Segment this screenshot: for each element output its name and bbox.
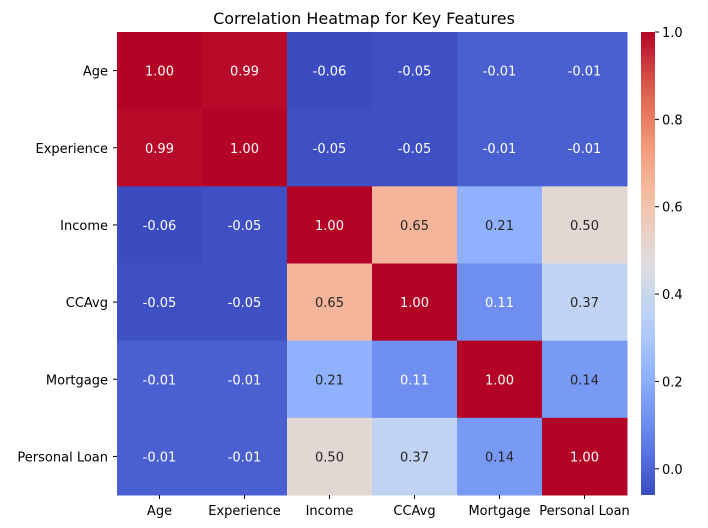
heatmap-cell	[117, 32, 203, 110]
x-tick-label: Experience	[208, 504, 281, 519]
cell-value-label: -0.01	[143, 450, 177, 465]
y-tick-label: Age	[83, 65, 108, 80]
heatmap-cell	[457, 109, 543, 187]
colorbar-tick-label: 0.4	[662, 288, 683, 303]
heatmap-cell	[117, 340, 203, 419]
cell-value-label: 1.00	[570, 450, 599, 465]
cell-value-label: 1.00	[400, 296, 429, 311]
x-tick-label: Personal Loan	[539, 504, 630, 519]
heatmap-cells: 1.00 0.99 -0.06 -0.05 -0.01 -0.01 0.99 1.00 -0.0…	[117, 32, 628, 496]
heatmap-cell	[372, 109, 458, 187]
cell-value-label: -0.05	[398, 65, 432, 80]
cell-value-label: -0.01	[143, 373, 177, 388]
heatmap-cell	[202, 263, 288, 342]
cell-value-label: -0.01	[568, 142, 602, 157]
colorbar-tick-label: 0.0	[662, 463, 683, 478]
heatmap-cell	[287, 32, 373, 110]
colorbar-tick-label: 0.6	[662, 201, 683, 216]
x-axis-tick-labels: Age Experience Income CCAvg Mortgage Personal…	[147, 495, 630, 519]
cell-value-label: -0.01	[228, 373, 262, 388]
heatmap-cell	[542, 263, 628, 342]
cell-value-label: 0.37	[400, 450, 429, 465]
heatmap-cell	[372, 186, 458, 264]
heatmap-cell	[202, 186, 288, 264]
y-tick-label: Mortgage	[46, 373, 108, 388]
cell-value-label: 0.11	[400, 373, 429, 388]
heatmap-cell	[457, 417, 543, 496]
colorbar-tick-label: 0.8	[662, 113, 683, 128]
heatmap-cell	[372, 340, 458, 419]
heatmap-cell	[542, 417, 628, 496]
heatmap-cell	[542, 340, 628, 419]
x-tick-label: CCAvg	[393, 504, 435, 519]
heatmap-cell	[542, 186, 628, 264]
heatmap-cell	[542, 32, 628, 110]
heatmap-cell	[117, 263, 203, 342]
cell-value-label: 0.65	[315, 296, 344, 311]
cell-value-label: -0.06	[143, 219, 177, 234]
x-tick-label: Mortgage	[468, 504, 530, 519]
cell-value-label: 0.14	[570, 373, 599, 388]
cell-value-label: -0.01	[568, 65, 602, 80]
y-tick-label: Income	[60, 219, 108, 234]
heatmap-cell	[542, 109, 628, 187]
heatmap-cell	[457, 263, 543, 342]
cell-value-label: -0.01	[483, 65, 517, 80]
y-tick-label: Personal Loan	[17, 450, 108, 465]
y-axis-tick-labels: Age Experience Income CCAvg Mortgage Personal…	[17, 65, 117, 465]
heatmap-cell	[457, 340, 543, 419]
colorbar-gradient	[641, 32, 655, 495]
heatmap-cell	[117, 186, 203, 264]
cell-value-label: -0.01	[483, 142, 517, 157]
cell-value-label: 0.50	[570, 219, 599, 234]
heatmap-cell	[117, 109, 203, 187]
heatmap-cell	[457, 186, 543, 264]
cell-value-label: 1.00	[485, 373, 514, 388]
colorbar-tick-label: 1.0	[662, 26, 683, 41]
y-tick-label: CCAvg	[66, 296, 108, 311]
cell-value-label: -0.05	[228, 219, 262, 234]
chart-title: Correlation Heatmap for Key Features	[213, 9, 515, 28]
cell-value-label: -0.06	[313, 65, 347, 80]
cell-value-label: -0.05	[143, 296, 177, 311]
cell-value-label: -0.05	[228, 296, 262, 311]
heatmap-cell	[117, 417, 203, 496]
cell-value-label: 1.00	[315, 219, 344, 234]
cell-value-label: -0.05	[313, 142, 347, 157]
cell-value-label: 0.21	[485, 219, 514, 234]
heatmap-cell	[372, 417, 458, 496]
cell-value-label: 0.11	[485, 296, 514, 311]
heatmap-cell	[287, 417, 373, 496]
cell-value-label: 1.00	[230, 142, 259, 157]
cell-value-label: 0.99	[145, 142, 174, 157]
cell-value-label: 1.00	[145, 65, 174, 80]
heatmap-cell	[202, 340, 288, 419]
heatmap-cell	[372, 263, 458, 342]
heatmap-cell	[202, 32, 288, 110]
cell-value-label: 0.37	[570, 296, 599, 311]
colorbar: 0.0 0.2 0.4 0.6 0.8 1.0	[641, 26, 683, 495]
heatmap-cell	[372, 32, 458, 110]
heatmap-cell	[287, 340, 373, 419]
colorbar-tick-label: 0.2	[662, 375, 683, 390]
cell-value-label: 0.14	[485, 450, 514, 465]
heatmap-cell	[202, 109, 288, 187]
x-tick-label: Income	[306, 504, 354, 519]
heatmap-cell	[202, 417, 288, 496]
heatmap-cell	[287, 263, 373, 342]
cell-value-label: -0.01	[228, 450, 262, 465]
x-tick-label: Age	[147, 504, 172, 519]
cell-value-label: 0.65	[400, 219, 429, 234]
cell-value-label: 0.21	[315, 373, 344, 388]
cell-value-label: 0.99	[230, 65, 259, 80]
heatmap-cell	[457, 32, 543, 110]
heatmap-cell	[287, 186, 373, 264]
cell-value-label: -0.05	[398, 142, 432, 157]
heatmap-cell	[287, 109, 373, 187]
cell-value-label: 0.50	[315, 450, 344, 465]
y-tick-label: Experience	[36, 142, 109, 157]
